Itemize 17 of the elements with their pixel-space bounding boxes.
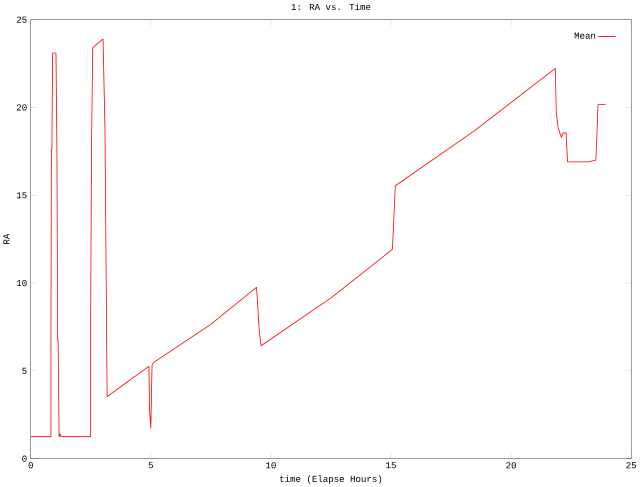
x-tick-label: 5: [148, 462, 153, 468]
y-tick-label: 20: [16, 104, 27, 110]
x-tick-label: 10: [266, 462, 276, 468]
y-tick-label: 25: [16, 16, 27, 23]
legend-label: Mean: [574, 32, 596, 39]
y-axis-title: RA: [3, 234, 10, 244]
x-axis-title: time (Elapse Hours): [280, 475, 382, 484]
x-tick-label: 25: [626, 462, 636, 468]
x-tick-label: 0: [28, 462, 33, 468]
y-tick-label: 5: [22, 368, 27, 374]
chart-title: 1: RA vs. Time: [292, 3, 370, 10]
x-tick-label: 20: [506, 462, 516, 468]
line-series: [30, 38, 606, 438]
y-tick-label: 10: [16, 280, 27, 286]
x-tick-label: 15: [386, 462, 396, 468]
y-tick-label: 15: [16, 192, 27, 198]
y-tick-label: 0: [22, 455, 27, 462]
